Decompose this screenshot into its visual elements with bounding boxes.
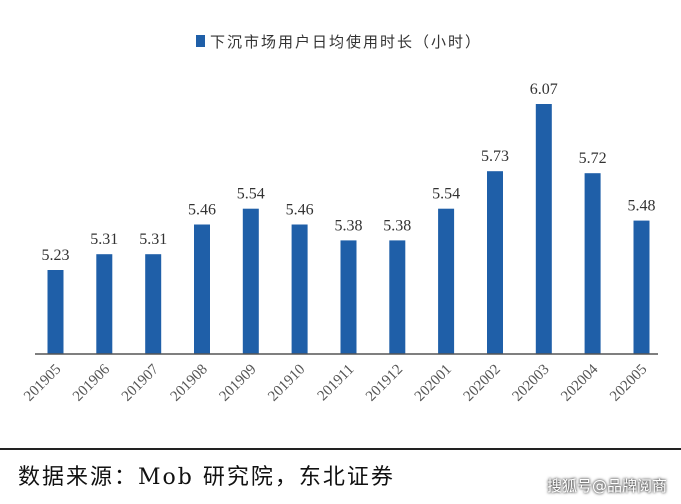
bar-202002 (487, 171, 503, 354)
x-tick-label-202003: 202003 (509, 362, 552, 405)
value-label-201908: 5.46 (188, 202, 216, 219)
x-tick-label-202002: 202002 (461, 362, 504, 405)
value-label-201907: 5.31 (139, 231, 167, 248)
x-tick-label-202004: 202004 (558, 361, 601, 404)
x-tick-label-201911: 201911 (315, 362, 358, 405)
value-label-201909: 5.54 (237, 186, 265, 203)
x-tick-label-201906: 201906 (70, 361, 113, 404)
bar-202004 (584, 173, 601, 354)
x-tick-label-201912: 201912 (363, 362, 406, 405)
bar-202001 (438, 208, 455, 354)
bar-201907 (145, 254, 162, 354)
legend-label: 下沉市场用户日均使用时长（小时） (210, 33, 482, 51)
bar-201906 (96, 254, 113, 354)
bar-201908 (194, 224, 210, 354)
legend-swatch (196, 35, 205, 47)
value-label-202005: 5.48 (628, 198, 656, 215)
bar-201912 (389, 240, 406, 354)
value-label-202002: 5.73 (481, 148, 509, 165)
value-label-201910: 5.46 (286, 202, 314, 219)
bar-201905 (47, 270, 64, 354)
bar-201911 (340, 240, 357, 354)
value-label-201906: 5.31 (90, 231, 118, 248)
bar-chart: 下沉市场用户日均使用时长（小时） 5.23 5.31 5.31 5.46 5.54 5.4… (21, 33, 658, 405)
x-tick-label-201908: 201908 (168, 362, 211, 405)
value-label-201912: 5.38 (383, 217, 411, 234)
x-tick-labels-group: 201905 201906 201907 201908 201909 201910 2019… (21, 361, 650, 404)
value-label-202003: 6.07 (530, 81, 558, 98)
value-label-201911: 5.38 (335, 217, 363, 234)
x-tick-label-201909: 201909 (216, 362, 259, 405)
bar-202003 (535, 104, 552, 354)
source-note: 数据来源：Mob 研究院，东北证券 (18, 465, 395, 490)
x-tick-label-201905: 201905 (21, 362, 64, 405)
bars-group (47, 104, 650, 354)
bar-202005 (633, 220, 650, 354)
x-tick-label-202001: 202001 (412, 362, 455, 405)
x-tick-label-201907: 201907 (119, 361, 162, 404)
value-label-202001: 5.54 (432, 186, 460, 203)
value-labels-group: 5.23 5.31 5.31 5.46 5.54 5.46 5.38 5.38 5.54 5.73… (42, 81, 656, 264)
x-tick-label-202005: 202005 (607, 362, 650, 405)
x-tick-label-201910: 201910 (265, 362, 308, 405)
watermark: 搜狐号@品牌阅商 (546, 477, 667, 495)
bar-201910 (291, 224, 308, 354)
value-label-202004: 5.72 (579, 150, 607, 167)
bar-201909 (242, 208, 259, 354)
source-divider (0, 448, 681, 450)
value-label-201905: 5.23 (42, 247, 70, 264)
legend: 下沉市场用户日均使用时长（小时） (196, 33, 482, 51)
